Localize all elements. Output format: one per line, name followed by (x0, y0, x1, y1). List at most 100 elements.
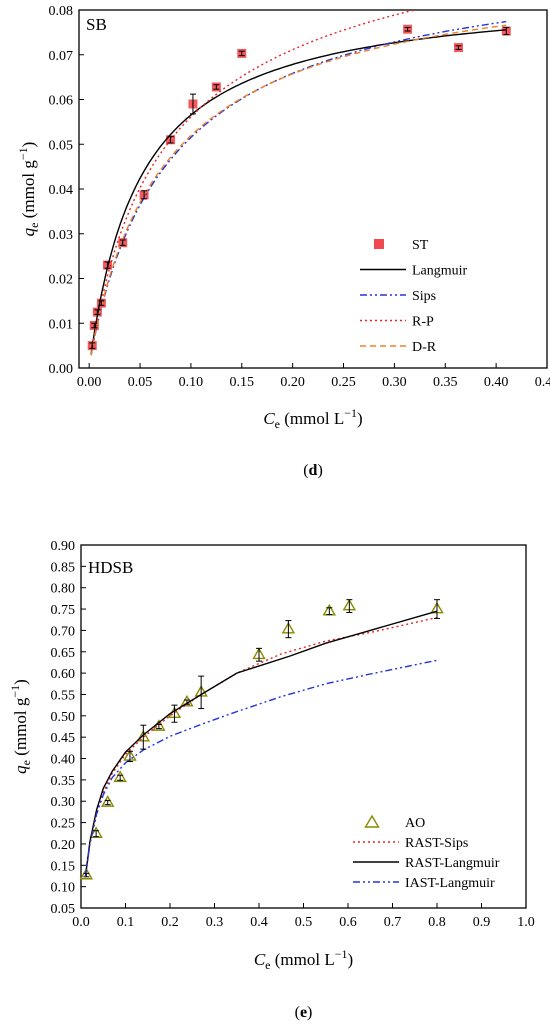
y-tick-label: 0.90 (51, 539, 76, 554)
y-axis-label-unit: (mmol g (19, 160, 38, 223)
x-axis-label-close: ) (348, 950, 354, 969)
panel-label: SB (86, 15, 107, 34)
y-tick-label: 0.01 (49, 317, 74, 332)
y-tick-label: 0.30 (51, 795, 76, 810)
x-axis-label-sub: e (275, 417, 280, 431)
y-tick-label: 0.02 (49, 273, 74, 288)
y-tick-label: 0.20 (51, 838, 76, 853)
x-tick-label: 0.5 (295, 915, 313, 930)
y-axis-label: qe (mmol g−1) (8, 679, 33, 774)
y-tick-label: 0.15 (51, 859, 76, 874)
y-tick-label: 0.03 (49, 228, 74, 243)
x-tick-label: 0.1 (117, 915, 135, 930)
x-axis-label: Ce (mmol L−1) (263, 406, 362, 431)
legend-label: AO (405, 816, 425, 831)
x-axis-label-var: C (263, 409, 275, 428)
x-axis-label-var: C (254, 950, 266, 969)
y-tick-label: 0.05 (51, 902, 76, 917)
y-tick-label: 0.00 (49, 362, 74, 377)
legend-label: Sips (412, 289, 436, 304)
y-tick-label: 0.08 (49, 4, 74, 19)
y-tick-label: 0.80 (51, 582, 76, 597)
legend-label: Langmuir (412, 264, 468, 279)
legend-label: RAST-Langmuir (405, 856, 500, 871)
x-axis-label: Ce (mmol L−1) (254, 947, 353, 972)
x-tick-label: 0.10 (179, 375, 204, 390)
x-tick-label: 0.7 (384, 915, 402, 930)
series-line-d-r (90, 24, 507, 356)
legend-label: IAST-Langmuir (405, 876, 495, 891)
legend: ST Langmuir Sips R-P D-R (360, 238, 468, 355)
y-tick-label: 0.04 (49, 183, 74, 198)
y-tick-label: 0.10 (51, 881, 76, 896)
caption-close: ) (317, 462, 322, 479)
data-point-ao (113, 770, 127, 783)
y-tick-label: 0.60 (51, 667, 76, 682)
x-tick-label: 0.8 (428, 915, 446, 930)
y-axis-label-close: ) (19, 142, 38, 148)
x-axis-label-unit: (mmol L (280, 409, 344, 428)
x-tick-label: 0.20 (280, 375, 305, 390)
series-line-r-p (90, 10, 418, 355)
y-tick-label: 0.07 (49, 49, 74, 64)
series-line-rast-langmuir (84, 610, 438, 877)
caption-close: ) (307, 1004, 312, 1021)
series-line-iast-langmuir (84, 659, 438, 877)
caption-letter: d (309, 462, 318, 479)
y-axis-label: qe (mmol g−1) (16, 142, 41, 237)
y-axis-label-exp: −1 (8, 685, 22, 698)
panel-label: HDSB (88, 558, 133, 577)
series-group (90, 10, 507, 356)
y-axis-label-var: q (19, 227, 38, 236)
plot-frame (80, 544, 527, 909)
data-point-ao (79, 867, 94, 880)
legend-label: D-R (412, 340, 437, 355)
legend-label: RAST-Sips (405, 836, 468, 851)
y-axis-label-unit: (mmol g (11, 697, 30, 760)
y-tick-label: 0.05 (49, 138, 74, 153)
x-tick-label: 0.9 (473, 915, 491, 930)
y-tick-label: 0.85 (51, 560, 76, 575)
x-tick-label: 0.2 (161, 915, 179, 930)
y-tick-label: 0.25 (51, 817, 76, 832)
legend-marker-st (374, 239, 384, 249)
x-tick-label: 0.05 (128, 375, 153, 390)
y-tick-label: 0.40 (51, 753, 76, 768)
y-axis-label-sub: e (27, 222, 41, 227)
caption-open: ( (295, 1004, 300, 1021)
series-line-rast-sips (84, 616, 438, 877)
legend: AO RAST-Sips RAST-Langmuir IAST-Langmuir (353, 814, 500, 891)
y-axis-label-exp: −1 (16, 147, 30, 160)
x-axis-label-sub: e (265, 958, 270, 972)
x-tick-label: 0.25 (331, 375, 356, 390)
x-tick-label: 0.00 (77, 375, 102, 390)
y-tick-label: 0.55 (51, 688, 76, 703)
x-tick-label: 0.30 (382, 375, 407, 390)
series-line-langmuir (90, 29, 507, 354)
series-group (84, 610, 438, 877)
x-tick-label: 0.6 (339, 915, 357, 930)
caption-letter: e (300, 1004, 307, 1021)
x-axis-label-close: ) (357, 409, 363, 428)
plot-frame (78, 9, 548, 369)
panel-caption: (d) (303, 462, 323, 479)
x-axis-label-exp: −1 (335, 947, 348, 961)
x-tick-label: 0.3 (206, 915, 224, 930)
y-axis-label-close: ) (11, 679, 30, 685)
y-tick-label: 0.45 (51, 731, 76, 746)
x-tick-label: 0.15 (230, 375, 255, 390)
y-tick-label: 0.75 (51, 603, 76, 618)
x-tick-label: 1.0 (517, 915, 535, 930)
data-point-ao (89, 826, 103, 839)
caption-open: ( (303, 462, 308, 479)
data-point-ao (100, 795, 115, 807)
x-tick-label: 0.0 (72, 915, 90, 930)
y-tick-label: 0.35 (51, 774, 76, 789)
legend-marker-ao (364, 814, 380, 828)
y-axis-label-var: q (11, 765, 30, 774)
y-tick-label: 0.50 (51, 710, 76, 725)
chart-panel-d: 0.00 0.05 0.10 0.15 0.20 0.25 0.30 0.35 0.40 0.45… (16, 4, 550, 479)
x-tick-label: 0.4 (250, 915, 268, 930)
x-axis-label-unit: (mmol L (271, 950, 335, 969)
